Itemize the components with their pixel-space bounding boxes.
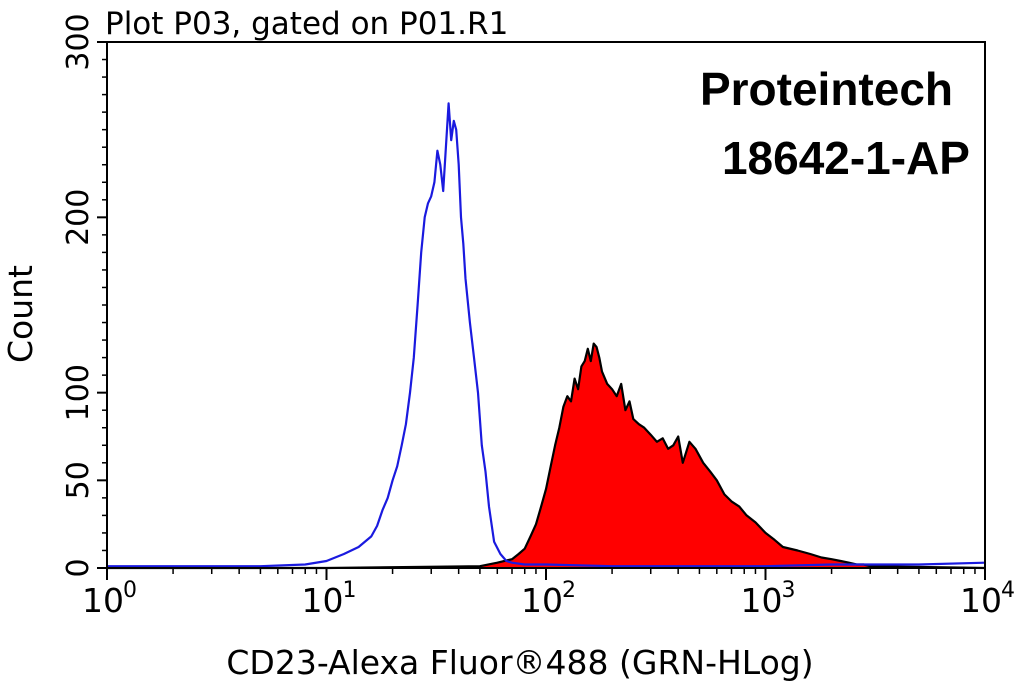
brand-name: Proteintech xyxy=(700,63,953,115)
x-tick-label: 10 xyxy=(960,581,1002,620)
y-tick-label: 200 xyxy=(61,189,96,246)
series-fill-cd23-antibody xyxy=(107,343,985,568)
x-tick-exponent: 3 xyxy=(782,578,796,603)
series-line-isotype-control xyxy=(107,102,986,568)
x-tick-exponent: 0 xyxy=(123,578,137,603)
y-tick-label: 0 xyxy=(61,558,96,577)
series-layer xyxy=(107,102,986,570)
x-tick-exponent: 1 xyxy=(343,578,357,603)
x-tick-label: 10 xyxy=(82,581,124,620)
y-axis-label: Count xyxy=(1,265,40,363)
series-outline-cd23-antibody xyxy=(107,342,986,570)
y-tick-label: 50 xyxy=(61,461,96,499)
catalog-number: 18642-1-AP xyxy=(722,132,970,184)
y-tick-label: 100 xyxy=(61,364,96,421)
y-tick-label: 300 xyxy=(61,13,96,70)
x-tick-label: 10 xyxy=(741,581,783,620)
x-axis-label: CD23-Alexa Fluor®488 (GRN-HLog) xyxy=(226,643,813,682)
x-tick-exponent: 2 xyxy=(562,578,576,603)
x-tick-label: 10 xyxy=(521,581,563,620)
x-tick-label: 10 xyxy=(302,581,344,620)
plot-title: Plot P03, gated on P01.R1 xyxy=(105,6,508,42)
x-tick-exponent: 4 xyxy=(1001,578,1015,603)
